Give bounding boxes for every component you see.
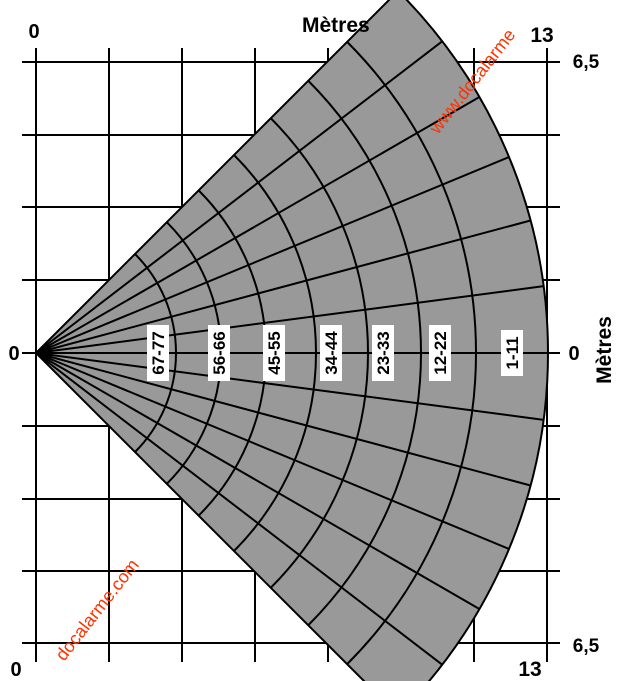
top-left-zero: 0: [28, 21, 39, 43]
zone-arc: [307, 80, 422, 626]
zone-label-bg: [147, 325, 169, 381]
zone-label-bg: [501, 330, 523, 376]
detection-ray: [35, 352, 510, 550]
left-mid-zero: 0: [8, 343, 19, 365]
right-mid-zero: 0: [568, 343, 579, 365]
zone-arc: [346, 41, 477, 665]
zone-label-bg: [208, 325, 230, 381]
bottom-right-thirteen: 13: [518, 658, 541, 681]
zone-label-text: 23-33: [374, 331, 393, 374]
zone-label: 67-77: [147, 325, 169, 381]
detection-ray: [35, 285, 544, 354]
zone-label-bg: [320, 325, 342, 381]
zone-label-text: 67-77: [149, 331, 168, 374]
detection-ray: [35, 352, 480, 610]
zone-label-text: 45-55: [265, 331, 284, 374]
zone-label-bg: [429, 325, 451, 381]
zone-label: 23-33: [372, 325, 394, 381]
zone-label-bg: [263, 325, 285, 381]
zone-label-bg: [372, 325, 394, 381]
detection-rays: [35, 40, 548, 666]
right-axis-label: Mètres: [593, 316, 616, 384]
zone-arc: [134, 253, 177, 453]
bottom-left-zero: 0: [10, 659, 21, 681]
zone-label: 45-55: [263, 325, 285, 381]
right-bottom-six-five: 6,5: [573, 636, 600, 657]
zone-label: 12-22: [429, 325, 451, 381]
detection-ray: [35, 40, 443, 354]
top-right-thirteen: 13: [530, 24, 553, 47]
zone-label: 34-44: [320, 325, 342, 381]
detection-ray: [35, 156, 510, 354]
detection-ray: [35, 219, 531, 354]
zone-label-text: 56-66: [210, 331, 229, 374]
detection-ray: [35, 352, 443, 666]
detection-ray: [35, 352, 544, 421]
detection-ray: [35, 96, 480, 354]
top-axis-label: Mètres: [302, 14, 370, 37]
detection-ray: [35, 352, 531, 487]
zone-labels: 67-77 56-66 45-55 34-44 23-33 12-22 1-11: [147, 325, 523, 381]
zone-arc: [233, 154, 317, 552]
zone-label: 1-11: [501, 330, 523, 376]
zone-label: 56-66: [208, 325, 230, 381]
zone-label-text: 34-44: [322, 331, 341, 375]
zone-label-text: 12-22: [431, 331, 450, 374]
zone-arc: [270, 117, 369, 589]
right-top-six-five: 6,5: [573, 52, 600, 73]
zone-label-text: 1-11: [503, 336, 522, 369]
